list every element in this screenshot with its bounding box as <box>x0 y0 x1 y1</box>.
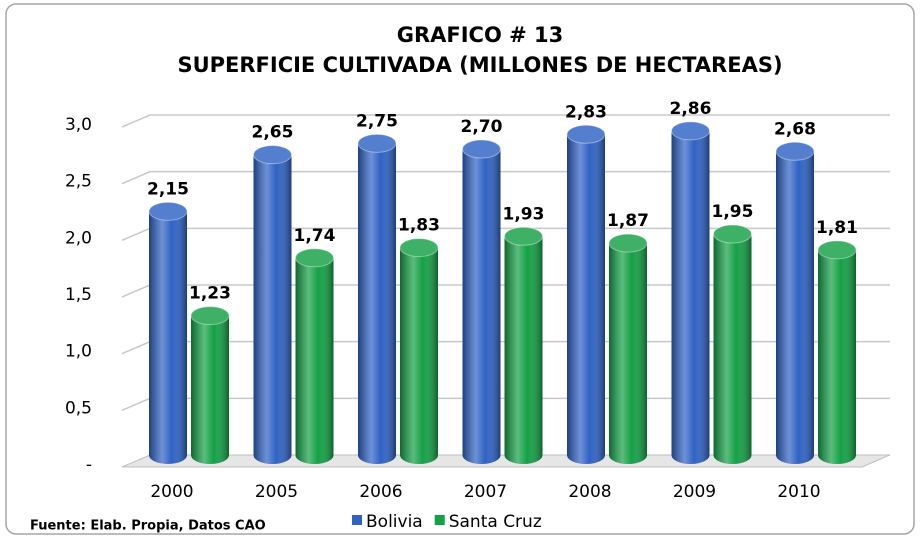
bar-top-highlight <box>253 145 292 164</box>
bar-top-highlight <box>609 234 647 253</box>
value-label: 1,81 <box>816 218 858 238</box>
y-tick-label: 1,5 <box>65 285 92 305</box>
chart-subtitle: SUPERFICIE CULTIVADA (MILLONES DE HECTAR… <box>177 53 782 77</box>
y-tick-label: - <box>86 455 92 475</box>
bar-top <box>504 226 543 246</box>
x-tick-label: 2007 <box>464 482 507 502</box>
value-label: 1,95 <box>712 202 754 222</box>
legend-swatch <box>352 515 362 525</box>
value-label: 2,65 <box>252 123 294 143</box>
bar-top <box>775 141 815 161</box>
legend-swatch <box>434 515 445 525</box>
y-tick-label: 2,5 <box>65 172 92 192</box>
bar-top-highlight <box>191 306 229 325</box>
y-tick-label: 0,5 <box>65 398 92 418</box>
value-label: 2,75 <box>356 111 398 131</box>
x-tick-label: 2010 <box>777 482 820 502</box>
bar-top <box>295 248 334 268</box>
x-tick-label: 2005 <box>255 482 298 502</box>
bar-top-highlight <box>504 227 543 246</box>
bar-top-highlight <box>713 225 752 243</box>
value-label: 1,93 <box>503 204 545 224</box>
bar-top <box>566 124 606 144</box>
value-label: 1,83 <box>398 216 440 236</box>
value-label: 2,83 <box>565 102 607 122</box>
bar-shade <box>609 243 647 464</box>
bar-shade <box>567 134 605 464</box>
y-tick-label: 3,0 <box>65 115 92 135</box>
chart-title: GRAFICO # 13 <box>397 23 564 47</box>
bar-top-highlight <box>462 140 501 158</box>
bar-top <box>253 145 292 165</box>
x-tick-label: 2000 <box>150 482 193 502</box>
bar-top-highlight <box>295 248 334 267</box>
y-tick-label: 2,0 <box>65 228 92 248</box>
bar-shade <box>149 211 187 464</box>
bar-top <box>399 238 439 258</box>
x-tick-label: 2008 <box>568 482 611 502</box>
bar-shade <box>253 154 292 464</box>
grid-line <box>121 170 890 185</box>
y-tick-label: 1,0 <box>65 342 92 362</box>
bar-top <box>608 233 648 253</box>
bar-top-highlight <box>400 238 438 257</box>
value-label: 1,74 <box>294 226 336 246</box>
bar-top <box>817 240 857 260</box>
source-note: Fuente: Elab. Propia, Datos CAO <box>30 519 266 534</box>
x-tick-label: 2009 <box>673 482 716 502</box>
value-label: 1,23 <box>189 284 231 304</box>
grid-line <box>121 114 890 128</box>
bar-shade <box>358 143 396 465</box>
value-label: 2,70 <box>461 117 503 137</box>
bar-shade <box>295 257 334 464</box>
bar-top <box>357 133 397 153</box>
x-tick-label: 2006 <box>359 482 402 502</box>
bar-top-highlight <box>358 134 396 153</box>
bar-top-highlight <box>567 125 605 144</box>
value-label: 2,68 <box>774 119 816 139</box>
value-label: 2,86 <box>670 99 712 119</box>
bar-top <box>462 139 501 159</box>
bar-top-highlight <box>149 202 187 221</box>
bar-shade <box>462 149 501 464</box>
legend-label: Bolivia <box>366 512 423 532</box>
bar-shade <box>400 247 438 464</box>
bar-shade <box>713 234 752 464</box>
bar-shade <box>191 315 229 464</box>
bar-shade <box>671 130 710 464</box>
bar-top <box>148 201 188 221</box>
bar-shade <box>776 151 814 464</box>
value-label: 1,87 <box>607 211 649 231</box>
bar-top-highlight <box>818 240 856 259</box>
bar-top <box>190 306 230 326</box>
bar-top <box>713 224 752 244</box>
legend-label: Santa Cruz <box>449 512 542 532</box>
bar-shade <box>504 236 543 464</box>
bar-shade <box>818 249 856 464</box>
value-label: 2,15 <box>147 179 189 199</box>
bar-top <box>671 121 710 141</box>
bar-top-highlight <box>671 121 710 140</box>
bar-top-highlight <box>776 142 814 161</box>
